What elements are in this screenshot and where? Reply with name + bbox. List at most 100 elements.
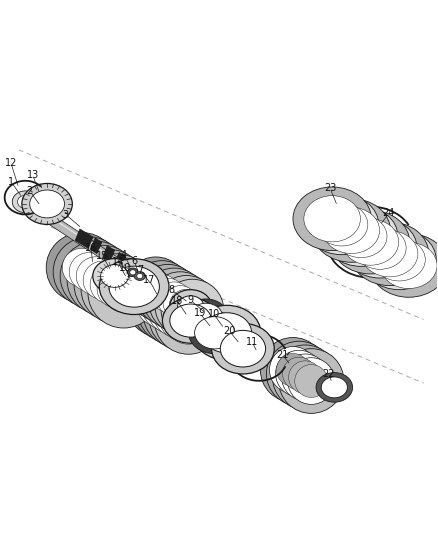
Ellipse shape xyxy=(104,274,143,312)
Ellipse shape xyxy=(155,287,223,354)
Ellipse shape xyxy=(220,330,265,367)
Ellipse shape xyxy=(139,271,173,305)
Ellipse shape xyxy=(194,317,235,349)
Ellipse shape xyxy=(83,261,123,300)
Ellipse shape xyxy=(293,187,371,251)
Ellipse shape xyxy=(97,270,136,308)
Ellipse shape xyxy=(189,303,223,329)
Ellipse shape xyxy=(381,243,437,288)
Ellipse shape xyxy=(69,253,109,291)
Text: 20: 20 xyxy=(223,326,236,336)
Ellipse shape xyxy=(316,203,368,246)
Text: 15: 15 xyxy=(96,251,109,261)
Text: 18: 18 xyxy=(171,296,184,306)
Text: 7: 7 xyxy=(138,265,144,274)
Ellipse shape xyxy=(22,183,72,224)
Ellipse shape xyxy=(312,199,391,262)
Ellipse shape xyxy=(282,354,328,401)
Text: 19: 19 xyxy=(194,308,206,318)
Ellipse shape xyxy=(127,268,138,277)
Ellipse shape xyxy=(305,195,379,255)
Ellipse shape xyxy=(90,265,129,304)
Ellipse shape xyxy=(142,284,190,330)
Polygon shape xyxy=(90,238,102,254)
Ellipse shape xyxy=(342,219,399,265)
Ellipse shape xyxy=(212,324,274,374)
Ellipse shape xyxy=(184,299,228,334)
Ellipse shape xyxy=(170,304,212,337)
Ellipse shape xyxy=(67,245,138,316)
Ellipse shape xyxy=(335,215,387,257)
Ellipse shape xyxy=(46,232,117,303)
Text: 13: 13 xyxy=(27,171,39,180)
Ellipse shape xyxy=(74,249,145,319)
Ellipse shape xyxy=(269,346,317,393)
Ellipse shape xyxy=(145,274,179,308)
Ellipse shape xyxy=(343,218,417,278)
Ellipse shape xyxy=(169,289,204,323)
Ellipse shape xyxy=(151,278,185,312)
Ellipse shape xyxy=(132,273,200,341)
Ellipse shape xyxy=(288,358,335,405)
Ellipse shape xyxy=(18,195,33,208)
Ellipse shape xyxy=(155,276,218,337)
Ellipse shape xyxy=(39,206,50,216)
Ellipse shape xyxy=(130,270,136,275)
Ellipse shape xyxy=(331,211,410,274)
Ellipse shape xyxy=(88,258,159,328)
Ellipse shape xyxy=(304,196,360,242)
Ellipse shape xyxy=(138,277,205,344)
Text: 3: 3 xyxy=(63,209,69,220)
Ellipse shape xyxy=(154,294,189,327)
Text: 2: 2 xyxy=(27,185,33,196)
Ellipse shape xyxy=(321,377,347,398)
Ellipse shape xyxy=(276,350,322,397)
Text: 4: 4 xyxy=(121,250,127,260)
Ellipse shape xyxy=(362,230,436,289)
Ellipse shape xyxy=(143,268,205,329)
Ellipse shape xyxy=(323,207,380,254)
Ellipse shape xyxy=(283,357,316,390)
Ellipse shape xyxy=(81,254,152,324)
Ellipse shape xyxy=(166,301,200,334)
Ellipse shape xyxy=(148,287,195,334)
Ellipse shape xyxy=(42,208,48,214)
Ellipse shape xyxy=(153,290,201,337)
Ellipse shape xyxy=(266,341,332,406)
Ellipse shape xyxy=(101,265,128,287)
Ellipse shape xyxy=(193,305,261,360)
Ellipse shape xyxy=(109,266,159,307)
Ellipse shape xyxy=(93,259,136,294)
Ellipse shape xyxy=(148,290,184,324)
Ellipse shape xyxy=(126,270,194,337)
Ellipse shape xyxy=(370,233,438,297)
Ellipse shape xyxy=(354,227,406,269)
Text: 1: 1 xyxy=(8,176,14,187)
Ellipse shape xyxy=(272,345,338,410)
Ellipse shape xyxy=(149,272,212,333)
Text: 12: 12 xyxy=(5,158,17,168)
Text: 9: 9 xyxy=(187,295,194,305)
Ellipse shape xyxy=(62,248,102,287)
Ellipse shape xyxy=(149,284,217,351)
Ellipse shape xyxy=(99,259,169,314)
Ellipse shape xyxy=(260,337,325,402)
Ellipse shape xyxy=(289,361,322,394)
Text: 8: 8 xyxy=(168,285,174,295)
Text: 14: 14 xyxy=(112,257,124,267)
Ellipse shape xyxy=(188,312,241,354)
Ellipse shape xyxy=(60,241,131,311)
Ellipse shape xyxy=(324,206,398,266)
Ellipse shape xyxy=(160,297,194,331)
Ellipse shape xyxy=(136,280,184,327)
Polygon shape xyxy=(114,253,126,268)
Ellipse shape xyxy=(76,257,116,295)
Ellipse shape xyxy=(159,294,207,341)
Ellipse shape xyxy=(163,286,198,319)
Polygon shape xyxy=(103,246,115,262)
Ellipse shape xyxy=(171,304,206,338)
Ellipse shape xyxy=(175,293,210,327)
Polygon shape xyxy=(75,229,93,248)
Ellipse shape xyxy=(30,190,64,218)
Text: 23: 23 xyxy=(324,183,336,193)
